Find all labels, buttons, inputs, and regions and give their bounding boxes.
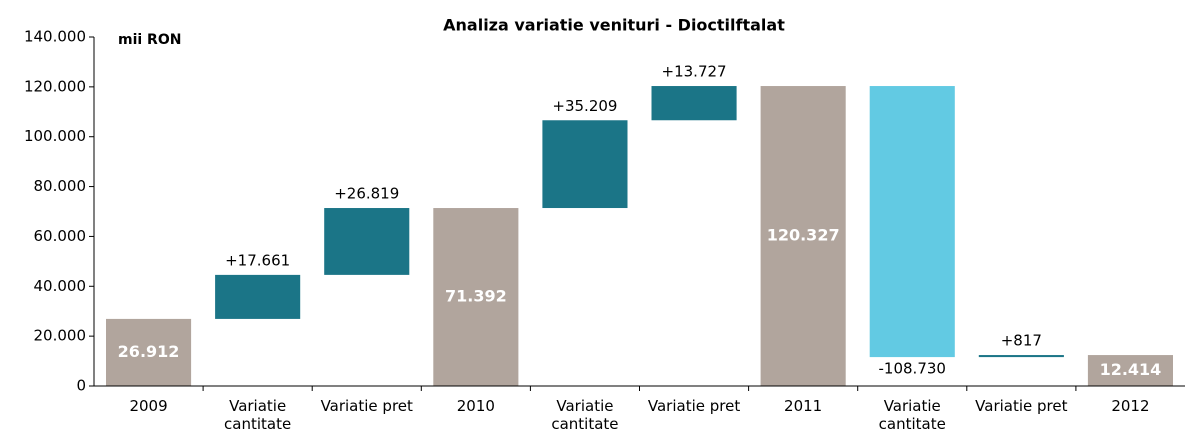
bar <box>760 86 846 386</box>
bar <box>106 318 192 386</box>
bar <box>978 355 1064 358</box>
y-axis-label: mii RON <box>118 32 181 48</box>
value-label: +35.209 <box>552 97 617 115</box>
x-tick-label: 2010 <box>456 397 495 415</box>
value-label: 12.414 <box>1100 360 1162 379</box>
x-tick-label: 2011 <box>784 397 823 415</box>
x-tick-label: Variatie pret <box>647 397 741 415</box>
x-tick-label: Variatie pret <box>975 397 1068 415</box>
bar <box>324 208 410 275</box>
bar <box>651 86 737 121</box>
bar <box>215 274 301 319</box>
chart-title: Analiza variatie venituri - Dioctilftala… <box>443 16 785 35</box>
value-label: 120.327 <box>767 226 840 245</box>
value-label: +13.727 <box>662 63 727 81</box>
y-tick-label: 140.000 <box>24 28 86 46</box>
value-label: -108.730 <box>879 360 946 378</box>
x-tick-label: Variatie pret <box>320 397 413 415</box>
value-label: +17.661 <box>225 251 290 269</box>
x-tick-label: Variatie cantitate <box>224 397 292 433</box>
y-tick-label: 40.000 <box>34 277 87 295</box>
bar <box>1087 355 1173 386</box>
y-tick-label: 80.000 <box>34 177 87 195</box>
y-tick-label: 20.000 <box>34 327 87 345</box>
bar <box>433 208 519 386</box>
bar <box>542 120 628 209</box>
value-label: 26.912 <box>118 342 180 361</box>
y-tick-label: 100.000 <box>24 127 86 145</box>
value-label: +817 <box>1001 332 1042 350</box>
bar <box>869 86 955 358</box>
y-tick-label: 120.000 <box>24 77 86 95</box>
x-tick-label: Variatie cantitate <box>878 397 946 433</box>
value-label: 71.392 <box>445 287 507 306</box>
x-tick-label: 2012 <box>1111 397 1150 415</box>
x-tick-label: 2009 <box>129 397 168 415</box>
x-tick-label: Variatie cantitate <box>551 397 619 433</box>
y-tick-label: 0 <box>76 377 86 395</box>
value-label: +26.819 <box>334 185 399 203</box>
y-tick-label: 60.000 <box>34 227 87 245</box>
